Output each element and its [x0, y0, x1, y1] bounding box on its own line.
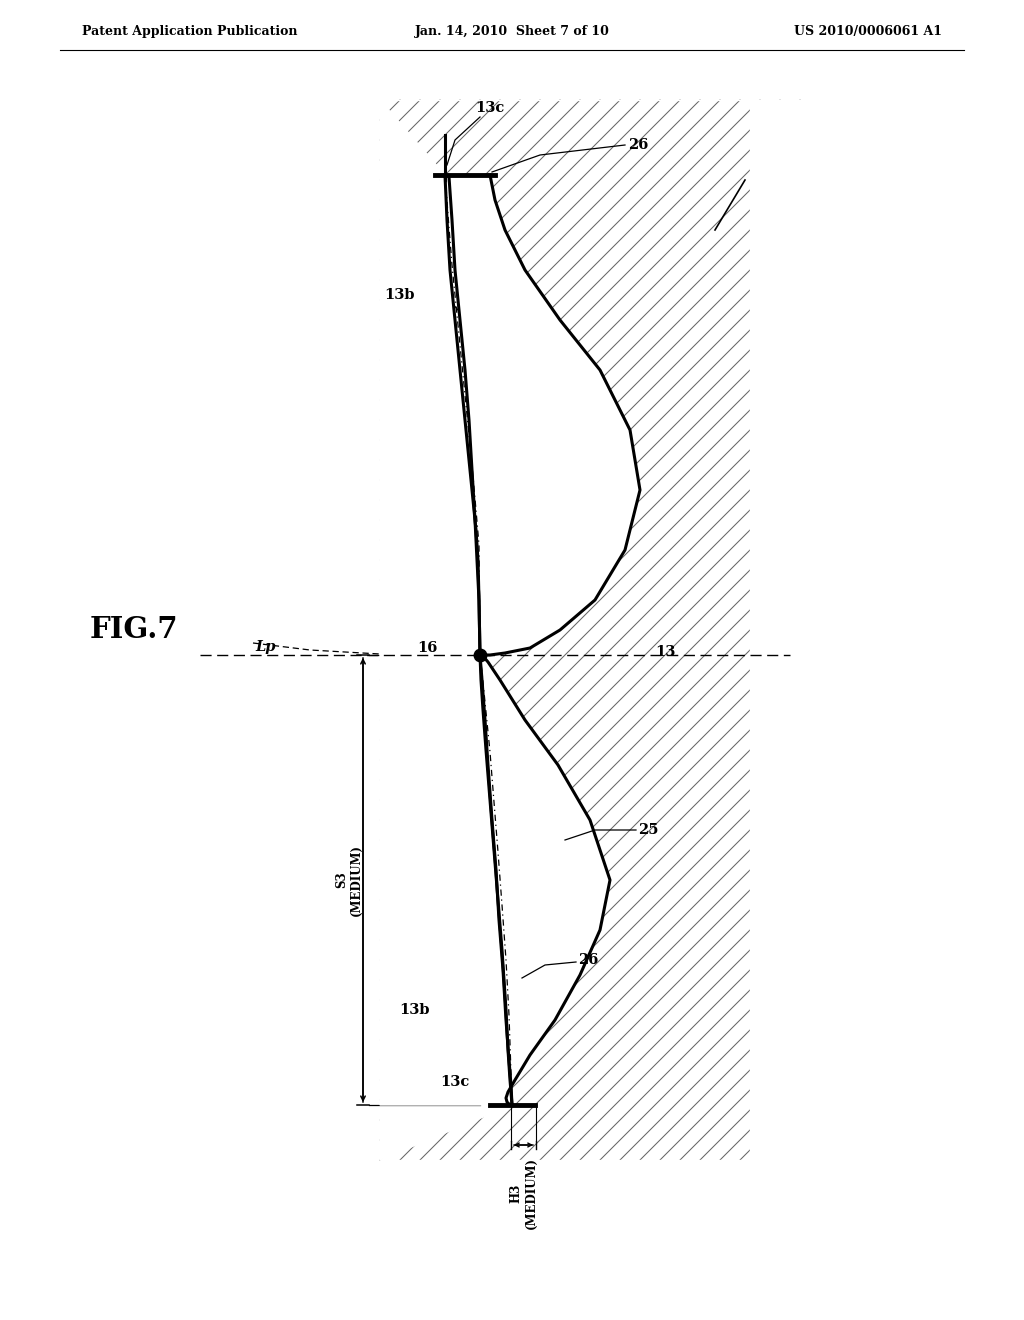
Text: 13b: 13b — [384, 288, 415, 302]
Polygon shape — [380, 100, 512, 1160]
Text: 26: 26 — [628, 139, 648, 152]
Text: 13c: 13c — [440, 1074, 470, 1089]
Polygon shape — [750, 100, 820, 1160]
Text: 13: 13 — [655, 645, 676, 659]
Text: H3
(MEDIUM): H3 (MEDIUM) — [510, 1158, 538, 1229]
Text: S3
(MEDIUM): S3 (MEDIUM) — [335, 843, 362, 916]
Text: US 2010/0006061 A1: US 2010/0006061 A1 — [794, 25, 942, 38]
Text: 13b: 13b — [399, 1003, 430, 1016]
Text: 16: 16 — [418, 642, 438, 655]
Text: Lp: Lp — [255, 640, 275, 653]
Text: 26: 26 — [578, 953, 598, 968]
Text: 25: 25 — [638, 822, 658, 837]
Text: Jan. 14, 2010  Sheet 7 of 10: Jan. 14, 2010 Sheet 7 of 10 — [415, 25, 609, 38]
Text: 13c: 13c — [475, 102, 505, 115]
Polygon shape — [380, 176, 512, 1105]
Text: Patent Application Publication: Patent Application Publication — [82, 25, 298, 38]
Text: FIG.7: FIG.7 — [90, 615, 178, 644]
Polygon shape — [445, 176, 640, 1105]
